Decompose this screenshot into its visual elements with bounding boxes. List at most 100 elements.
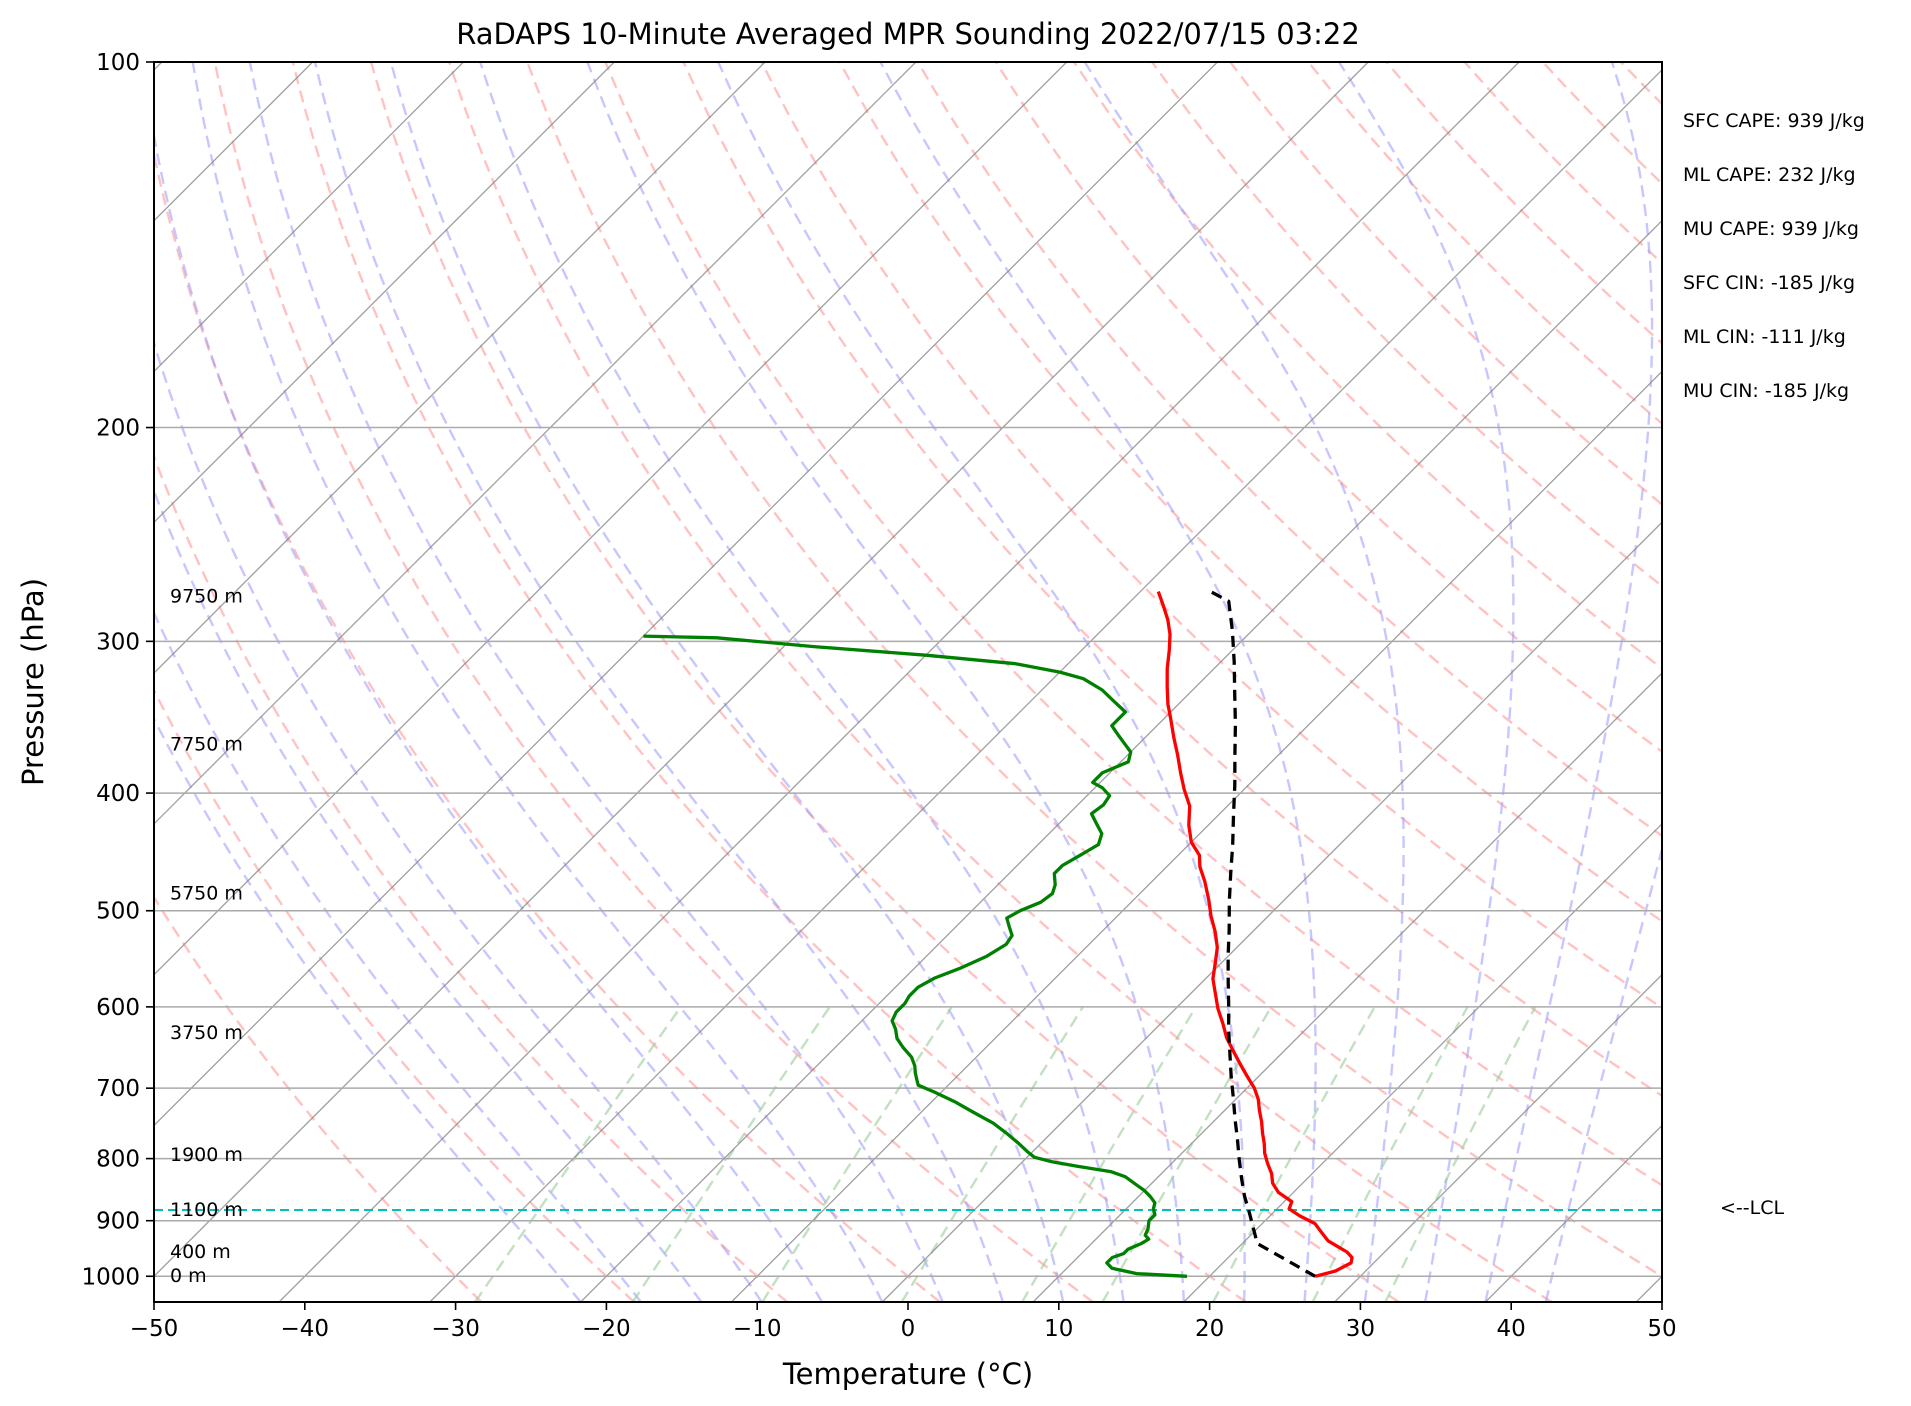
isotherm [429,68,1662,1302]
dry-adiabat [369,62,1400,1302]
stat-sfc-cin: SFC CIN: -185 J/kg [1683,272,1856,294]
isotherm [1032,672,1662,1302]
isotherm [1485,1124,1662,1302]
height-label: 1100 m [170,1199,243,1221]
moist-adiabat [191,62,884,1302]
dry-adiabat [1541,62,1662,186]
grid [0,62,1911,1302]
y-tick-label: 600 [96,995,140,1021]
x-tick-label: 30 [1346,1316,1375,1342]
background-lines [154,62,1911,1302]
dry-adiabat [291,62,1247,1302]
moist-adiabat [479,62,1125,1302]
isotherm [0,62,11,1302]
moist-adiabat [389,62,1065,1302]
moist-adiabat [154,610,642,1302]
dry-adiabat [760,62,1662,1010]
mixing-ratio-line [900,1006,1085,1302]
dry-adiabat [916,62,1662,838]
plot-frame [153,61,1663,1303]
dry-adiabat [1151,62,1662,588]
y-tick-label: 500 [96,899,140,925]
mixing-ratio-line [631,1006,831,1302]
dry-adiabat [1307,62,1662,426]
isotherm [154,62,917,825]
dry-adiabat [154,687,636,1302]
axes: −50 −40 −30 −20 −10 0 10 20 30 40 50 100 200 300 400 50… [81,50,1676,1342]
mixing-ratio-line [474,1006,682,1302]
chart-title: RaDAPS 10-Minute Averaged MPR Sounding 2… [456,17,1360,51]
dry-adiabat [994,62,1662,754]
x-tick-label: 40 [1497,1316,1526,1342]
isotherm [731,370,1662,1302]
x-tick-label: −30 [431,1316,480,1342]
isotherm [154,62,1369,1278]
y-tick-label: 900 [96,1209,140,1235]
height-label: 7750 m [170,733,243,755]
moist-adiabat [1337,62,1515,1302]
stat-mu-cin: MU CIN: -185 J/kg [1683,380,1850,402]
height-label: 5750 m [170,882,243,904]
dry-adiabat [154,453,788,1302]
mixing-ratio-line [761,1006,953,1302]
data-series [154,588,1662,1278]
isotherm [1787,62,1911,1302]
isotherm [1635,1275,1662,1302]
dry-adiabat [1073,62,1662,670]
moist-adiabat [717,62,1246,1302]
dry-adiabat [526,62,1662,1278]
y-tick-label: 700 [96,1076,140,1102]
isotherm [154,62,1218,1127]
moist-adiabat [154,488,703,1302]
x-tick-label: 0 [901,1316,916,1342]
mixing-ratio-line [1311,1006,1469,1302]
x-axis-label: Temperature (°C) [782,1357,1033,1391]
dry-adiabat [213,62,1094,1302]
x-tick-label: −40 [281,1316,330,1342]
dry-adiabat [154,149,941,1302]
dry-adiabat [682,62,1662,1098]
y-tick-label: 1000 [81,1264,140,1290]
y-tick-label: 300 [96,629,140,655]
mixing-ratio-line [1101,1006,1273,1302]
isotherm [881,521,1662,1302]
moist-adiabat [154,338,763,1302]
lcl-label: <--LCL [1720,1197,1785,1219]
mixing-ratio-line [1384,1006,1537,1302]
dry-adiabat [1463,62,1662,265]
moist-adiabat [154,716,582,1302]
x-tick-label: 10 [1044,1316,1073,1342]
height-label: 1900 m [170,1144,243,1166]
height-labels: 9750 m 7750 m 5750 m 3750 m 1900 m 1100 m 400 … [170,585,243,1287]
moist-adiabat [248,62,944,1302]
stat-ml-cape: ML CAPE: 232 J/kg [1683,164,1856,186]
x-tick-label: −50 [130,1316,179,1342]
height-label: 400 m [170,1241,231,1263]
isotherm [580,219,1662,1302]
y-tick-label: 800 [96,1147,140,1173]
mixing-ratio-line [1212,1006,1376,1302]
isotherm [1183,822,1662,1302]
moist-adiabat [154,129,824,1302]
dry-adiabat [1699,62,1911,1302]
moist-adiabat [586,62,1186,1302]
y-tick-label: 100 [96,50,140,76]
x-tick-label: −10 [733,1316,782,1342]
stat-ml-cin: ML CIN: -111 J/kg [1683,326,1846,348]
x-tick-label: 20 [1195,1316,1224,1342]
x-tick-label: 50 [1647,1316,1676,1342]
mixing-ratio-line [1021,1006,1197,1302]
temperature-line [1156,591,1354,1278]
dewpoint-line [643,634,1188,1278]
dry-adiabat [448,62,1553,1302]
isotherm [154,62,615,524]
stat-mu-cape: MU CAPE: 939 J/kg [1683,218,1859,240]
moist-adiabat [313,62,1005,1302]
height-label: 0 m [170,1265,207,1287]
moist-adiabat [1484,62,1654,1302]
isotherm [154,62,1068,976]
moist-adiabat [1083,62,1405,1302]
dry-adiabat [604,62,1662,1187]
